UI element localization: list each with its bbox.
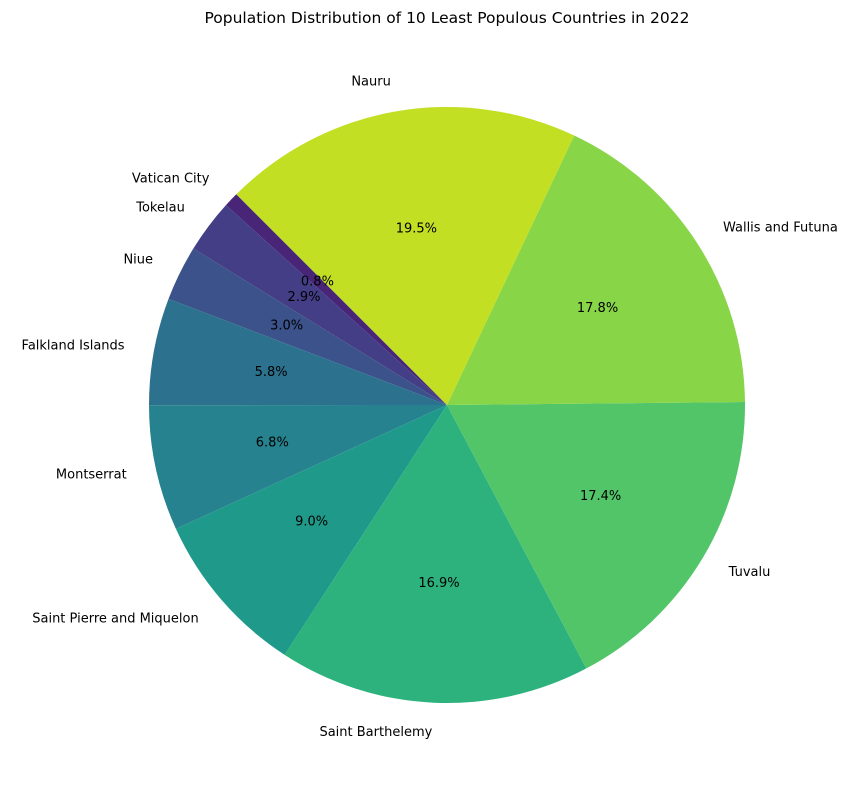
slice-tuvalu [447,401,746,669]
percent-label-saint-pierre-and-miquelon: 9.0% [295,514,328,529]
slice-label-saint-pierre-and-miquelon: Saint Pierre and Miquelon [32,612,198,627]
slice-label-wallis-and-futuna: Wallis and Futuna [723,221,838,236]
percent-label-saint-barthelemy: 16.9% [418,576,459,591]
percent-label-niue: 3.0% [270,318,303,333]
slice-montserrat [149,405,447,529]
slice-label-falkland-islands: Falkland Islands [22,338,125,353]
percent-label-falkland-islands: 5.8% [255,365,288,380]
slice-niue [168,248,447,405]
pie-slices [149,106,746,703]
slice-saint-pierre-and-miquelon [175,405,447,655]
slice-tokelau [193,205,447,405]
slice-label-vatican-city: Vatican City [132,172,210,187]
percent-label-tokelau: 2.9% [287,290,320,305]
slice-saint-barthelemy [284,405,587,703]
slice-label-montserrat: Montserrat [56,467,127,482]
slice-label-saint-barthelemy: Saint Barthelemy [319,725,432,740]
percent-label-nauru: 19.5% [396,221,437,236]
slice-wallis-and-futuna [447,135,745,406]
slice-label-tokelau: Tokelau [135,201,185,216]
chart-title: Population Distribution of 10 Least Popu… [204,9,689,27]
slice-label-niue: Niue [123,252,153,267]
slice-label-nauru: Nauru [351,75,391,90]
percent-label-wallis-and-futuna: 17.8% [577,301,618,316]
percent-label-vatican-city: 0.8% [301,274,334,289]
slice-nauru [236,106,575,405]
slice-label-tuvalu: Tuvalu [728,565,771,580]
percent-label-montserrat: 6.8% [256,436,289,451]
slice-vatican-city [225,194,447,405]
percent-labels: 0.8%2.9% 3.0% 5.8% 6.8% 9.0% 16.9% 17.4% 17.8% 1… [255,221,622,591]
slice-falkland-islands [149,298,447,406]
percent-label-tuvalu: 17.4% [580,489,621,504]
slice-labels: Vatican City Tokelau Niue Falkland Islands M… [22,75,838,740]
